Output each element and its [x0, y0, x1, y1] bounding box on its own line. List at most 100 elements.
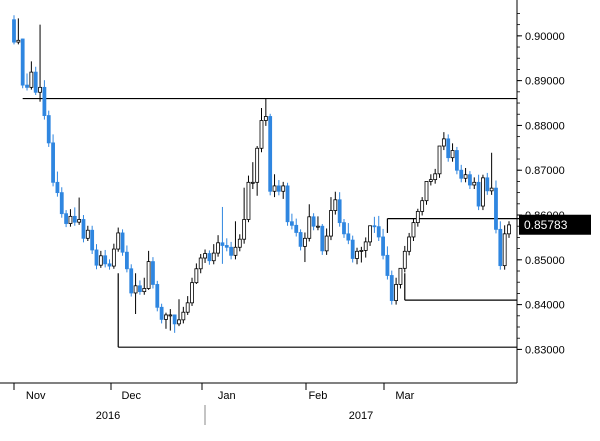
candle — [363, 237, 368, 258]
candle-body — [81, 219, 86, 239]
candle-body — [29, 71, 34, 88]
candle — [368, 225, 372, 246]
candle — [459, 164, 464, 183]
candle — [420, 197, 425, 216]
candle — [272, 174, 277, 198]
candle-body — [272, 185, 277, 192]
last-price-label: 0.85783 — [524, 218, 568, 232]
candle — [159, 303, 164, 324]
candle-body — [129, 268, 134, 294]
candle-body — [224, 245, 229, 248]
candle — [320, 223, 325, 255]
candle — [298, 229, 303, 251]
y-tick-label: 0.85000 — [525, 255, 565, 267]
candle — [381, 228, 385, 260]
candle — [211, 244, 216, 265]
candle — [294, 218, 299, 237]
candle — [441, 132, 446, 151]
candle — [103, 249, 108, 268]
candle — [346, 223, 351, 245]
candle — [155, 280, 160, 312]
candle-body — [55, 181, 60, 194]
y-tick-label: 0.89000 — [525, 76, 565, 88]
candle — [16, 18, 21, 45]
candle-body — [168, 314, 173, 317]
candle — [38, 24, 42, 102]
candle-body — [72, 215, 77, 223]
candle-body — [98, 255, 103, 266]
candle-body — [507, 224, 511, 235]
candle — [190, 277, 194, 306]
candle-body — [255, 147, 260, 183]
candle-body — [142, 288, 147, 293]
candle-body — [194, 268, 199, 284]
candle-body — [12, 19, 16, 43]
candle — [402, 245, 407, 273]
candle-body — [355, 250, 359, 259]
candle-body — [207, 253, 212, 262]
candle-body — [454, 150, 459, 171]
candle-body — [368, 225, 372, 243]
candle — [454, 146, 459, 175]
candle — [307, 204, 312, 242]
candle — [107, 259, 112, 270]
candle-body — [216, 242, 220, 254]
candle — [359, 246, 364, 263]
candle — [494, 180, 498, 234]
levels-layer — [22, 97, 520, 348]
candle-body — [103, 255, 108, 265]
candle — [433, 168, 438, 184]
candle-body — [329, 210, 333, 237]
candle-body — [94, 249, 99, 266]
candle-body — [133, 285, 138, 294]
candle — [350, 235, 355, 263]
candle — [64, 210, 69, 228]
candle-body — [498, 228, 503, 267]
candles-layer — [12, 15, 511, 333]
candle-body — [107, 263, 112, 267]
candle-body — [481, 177, 485, 207]
candle — [502, 225, 507, 270]
candle-body — [376, 226, 381, 238]
candle — [20, 38, 25, 89]
candle-body — [494, 187, 498, 230]
candle — [311, 213, 316, 231]
x-month-label: Feb — [308, 390, 327, 402]
candle-body — [120, 232, 125, 253]
candle-body — [424, 181, 429, 202]
candle-body — [51, 142, 55, 183]
candle — [181, 306, 186, 324]
candle — [33, 66, 38, 95]
candle-body — [211, 252, 216, 262]
candle-body — [268, 116, 273, 192]
candle-body — [402, 250, 407, 269]
candle-body — [190, 282, 194, 304]
candle-body — [233, 246, 238, 256]
candle — [220, 206, 225, 264]
candle — [94, 244, 99, 270]
candle-body — [111, 248, 116, 267]
candle-body — [181, 311, 186, 321]
candle-body — [433, 173, 438, 181]
candle — [324, 228, 329, 255]
candle — [142, 277, 147, 295]
candle — [59, 187, 64, 218]
candle — [507, 221, 511, 238]
candle-body — [446, 138, 451, 159]
candle — [303, 232, 307, 263]
y-tick-label: 0.87000 — [525, 165, 565, 177]
candle-body — [285, 185, 290, 223]
candle-body — [33, 71, 38, 93]
candle-body — [333, 199, 338, 211]
candle — [463, 167, 468, 183]
candle-body — [472, 181, 477, 186]
candle-body — [146, 261, 151, 289]
candle-body — [320, 225, 325, 252]
candle — [185, 296, 190, 315]
candle-body — [203, 253, 207, 259]
candle — [485, 172, 490, 195]
candle — [194, 263, 199, 285]
candle — [138, 280, 142, 295]
candle-body — [229, 246, 234, 256]
last-price-box — [519, 214, 591, 235]
